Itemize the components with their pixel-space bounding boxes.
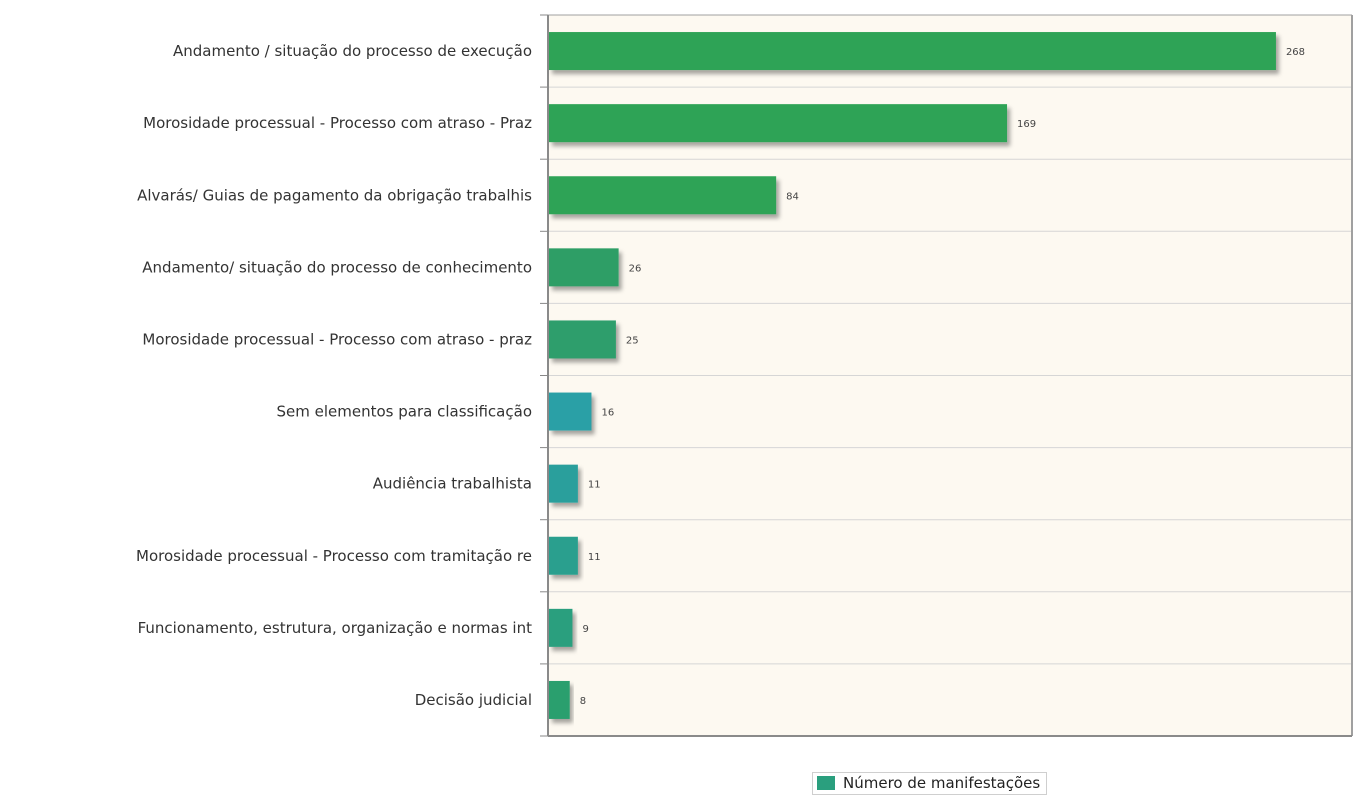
- category-label: Funcionamento, estrutura, organização e …: [138, 619, 532, 637]
- data-label: 16: [601, 408, 614, 419]
- bar: [549, 536, 578, 575]
- data-label: 8: [580, 696, 586, 707]
- category-label: Morosidade processual - Processo com atr…: [143, 114, 532, 132]
- data-label: 26: [629, 263, 642, 274]
- bar: [549, 32, 1276, 71]
- category-label: Andamento / situação do processo de exec…: [173, 42, 532, 60]
- legend-label: Número de manifestações: [843, 774, 1041, 792]
- category-label: Andamento/ situação do processo de conhe…: [142, 258, 532, 276]
- data-label: 11: [588, 552, 601, 563]
- bar: [549, 320, 616, 359]
- bar: [549, 248, 619, 287]
- bar: [549, 464, 578, 503]
- category-label: Sem elementos para classificação: [277, 403, 533, 421]
- data-label: 9: [582, 624, 588, 635]
- bar: [549, 176, 777, 215]
- data-label: 84: [786, 191, 799, 202]
- category-label: Alvarás/ Guias de pagamento da obrigação…: [137, 186, 532, 204]
- category-label: Audiência trabalhista: [373, 475, 532, 493]
- category-label: Decisão judicial: [415, 691, 532, 709]
- bar: [549, 608, 573, 647]
- bar: [549, 392, 592, 431]
- category-label: Morosidade processual - Processo com atr…: [142, 330, 532, 348]
- data-label: 25: [626, 335, 639, 346]
- category-label: Morosidade processual - Processo com tra…: [136, 547, 532, 565]
- bar: [549, 104, 1008, 143]
- data-label: 11: [588, 480, 601, 491]
- chart-legend: Número de manifestações: [812, 772, 1048, 795]
- data-label: 169: [1017, 119, 1036, 130]
- legend-swatch: [817, 776, 835, 790]
- bar: [549, 680, 570, 719]
- data-label: 268: [1286, 47, 1305, 58]
